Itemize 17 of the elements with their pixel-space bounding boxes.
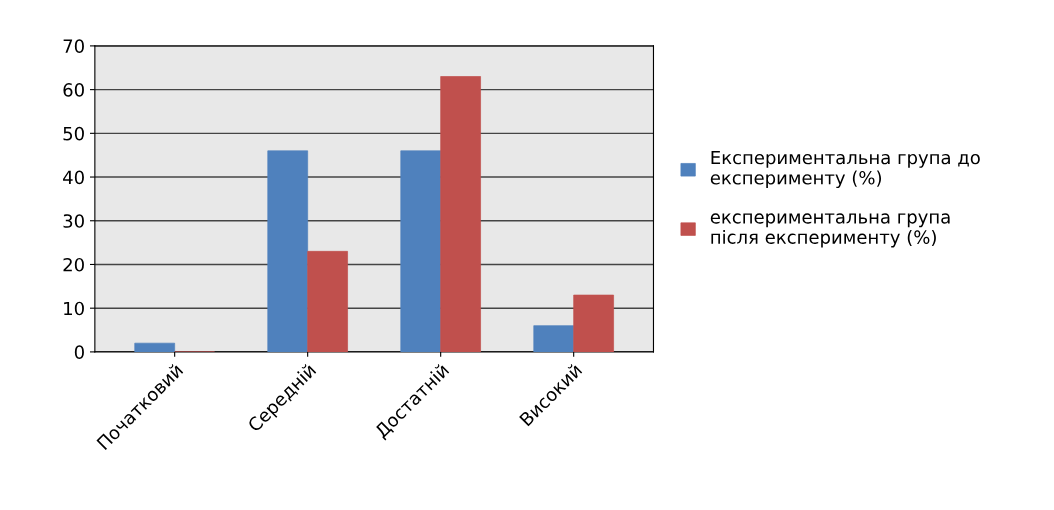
legend-label: експериментальна група після експерименту (%)	[710, 213, 950, 248]
y-tick-label: 10	[64, 301, 84, 316]
bar	[573, 294, 614, 352]
bar	[440, 76, 481, 352]
bar	[400, 150, 442, 352]
bar	[134, 342, 176, 352]
bar	[267, 150, 309, 352]
y-tick-label: 20	[63, 257, 84, 272]
y-tick-label: 50	[63, 126, 84, 141]
legend-label: Експериментальна група до експерименту (%)	[710, 150, 980, 189]
y-tick-label: 30	[63, 214, 84, 228]
bar	[533, 325, 575, 352]
bar	[307, 251, 348, 352]
y-tick-label: 40	[63, 170, 84, 185]
y-tick-label: 60	[63, 83, 84, 97]
y-tick-label: 70	[63, 39, 84, 54]
y-tick-label: 0	[74, 345, 84, 360]
